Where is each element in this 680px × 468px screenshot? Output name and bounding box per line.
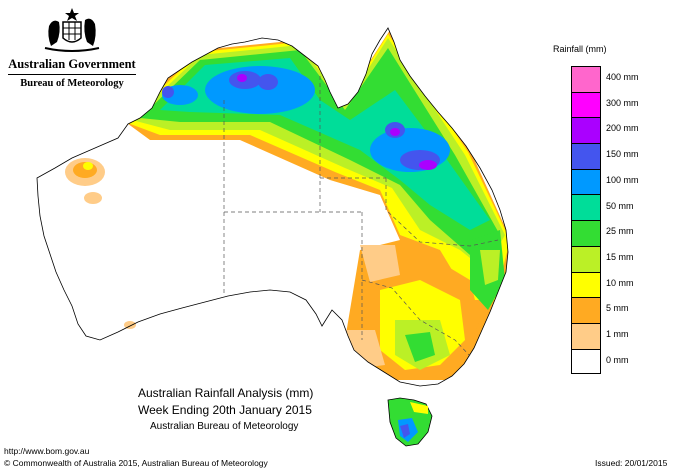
legend-swatch [571,271,601,298]
legend-swatch [571,220,601,246]
legend-label: 10 mm [606,277,634,288]
legend-title: Rainfall (mm) [553,44,607,54]
legend-swatch [571,245,601,272]
legend-label: 1 mm [606,329,629,339]
map-title: Australian Rainfall Analysis (mm) [138,386,314,400]
copyright-text: © Commonwealth of Australia 2015, Austra… [4,458,268,468]
legend-label: 5 mm [606,303,629,314]
legend-swatch [571,348,601,375]
legend-colorbar [571,66,601,375]
website-link[interactable]: http://www.bom.gov.au [4,446,90,456]
legend-label: 50 mm [606,200,634,211]
legend-swatch [571,117,601,144]
legend-label: 200 mm [606,123,639,134]
legend-label: 25 mm [606,226,634,237]
bureau-title: Bureau of Meteorology [8,74,136,89]
coat-of-arms-icon [44,8,100,52]
issued-date: Issued: 20/01/2015 [595,458,668,468]
legend-label: 300 mm [606,97,639,108]
legend-swatch [571,66,601,92]
government-logo: Australian Government Bureau of Meteorol… [8,6,136,89]
legend-swatch [571,91,601,118]
legend-label: 15 mm [606,251,634,262]
map-source: Australian Bureau of Meteorology [150,421,299,432]
legend-label: 0 mm [606,354,629,365]
legend-swatch [571,143,601,169]
legend-label: 400 mm [606,72,639,82]
legend-label: 100 mm [606,174,639,185]
map-subtitle: Week Ending 20th January 2015 [138,403,312,417]
legend-swatch [571,168,601,195]
government-title: Australian Government [8,57,136,71]
legend-swatch [571,194,601,221]
legend-label: 150 mm [606,149,639,160]
legend-swatch [571,322,601,349]
legend-swatch [571,297,601,323]
